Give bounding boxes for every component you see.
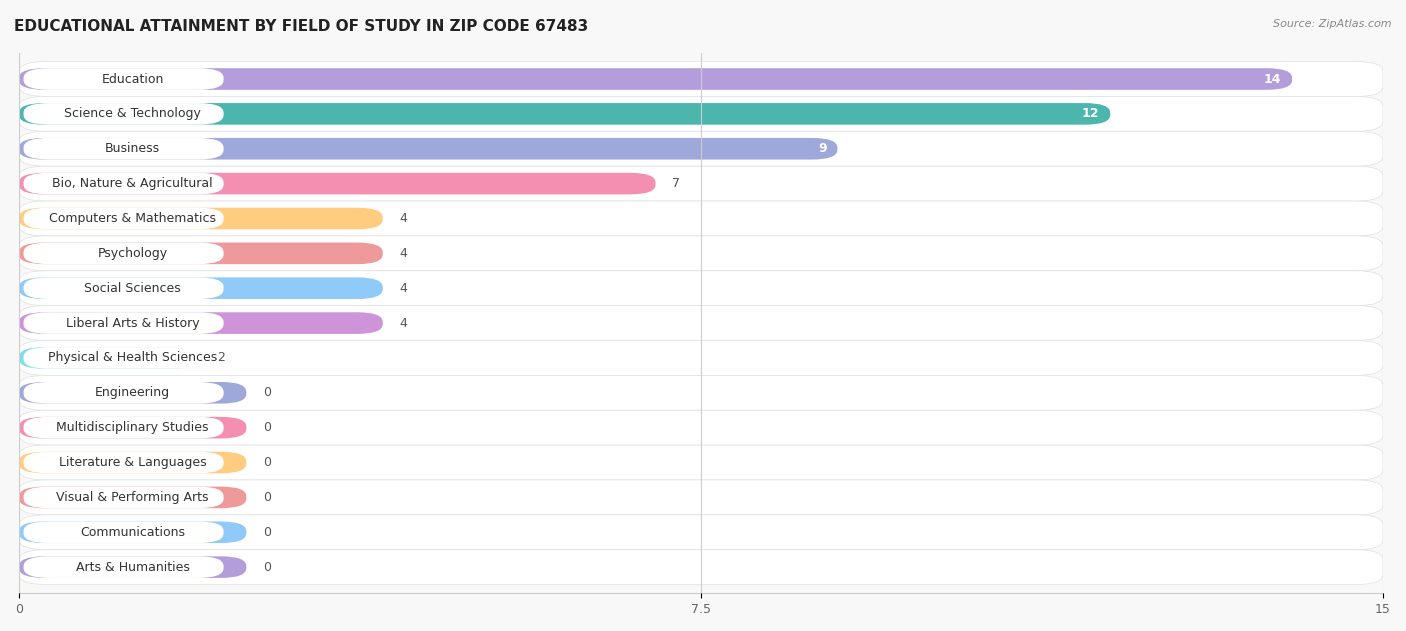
FancyBboxPatch shape [20, 305, 1384, 341]
Text: Education: Education [101, 73, 165, 86]
Text: 4: 4 [399, 247, 406, 260]
FancyBboxPatch shape [20, 515, 1384, 550]
Text: 7: 7 [672, 177, 681, 190]
Text: Science & Technology: Science & Technology [65, 107, 201, 121]
Text: 0: 0 [263, 491, 271, 504]
FancyBboxPatch shape [20, 62, 1384, 97]
FancyBboxPatch shape [20, 166, 1384, 201]
FancyBboxPatch shape [20, 410, 1384, 445]
FancyBboxPatch shape [20, 347, 201, 369]
Text: Bio, Nature & Agricultural: Bio, Nature & Agricultural [52, 177, 212, 190]
FancyBboxPatch shape [20, 68, 1292, 90]
FancyBboxPatch shape [24, 557, 224, 578]
FancyBboxPatch shape [20, 341, 1384, 375]
FancyBboxPatch shape [20, 278, 382, 299]
FancyBboxPatch shape [20, 242, 382, 264]
Text: Computers & Mathematics: Computers & Mathematics [49, 212, 217, 225]
FancyBboxPatch shape [20, 103, 1111, 125]
FancyBboxPatch shape [20, 382, 246, 404]
Text: Literature & Languages: Literature & Languages [59, 456, 207, 469]
FancyBboxPatch shape [20, 138, 838, 160]
Text: 9: 9 [818, 142, 827, 155]
FancyBboxPatch shape [24, 521, 224, 543]
Text: 4: 4 [399, 317, 406, 329]
Text: Multidisciplinary Studies: Multidisciplinary Studies [56, 421, 209, 434]
Text: Liberal Arts & History: Liberal Arts & History [66, 317, 200, 329]
FancyBboxPatch shape [20, 312, 382, 334]
FancyBboxPatch shape [24, 417, 224, 439]
FancyBboxPatch shape [24, 278, 224, 299]
FancyBboxPatch shape [20, 487, 246, 508]
FancyBboxPatch shape [24, 347, 224, 369]
Text: 14: 14 [1264, 73, 1281, 86]
Text: Engineering: Engineering [96, 386, 170, 399]
FancyBboxPatch shape [20, 271, 1384, 305]
FancyBboxPatch shape [20, 445, 1384, 480]
Text: Source: ZipAtlas.com: Source: ZipAtlas.com [1274, 19, 1392, 29]
Text: 0: 0 [263, 456, 271, 469]
Text: 0: 0 [263, 526, 271, 539]
Text: 4: 4 [399, 281, 406, 295]
FancyBboxPatch shape [20, 208, 382, 229]
Text: Physical & Health Sciences: Physical & Health Sciences [48, 351, 218, 365]
FancyBboxPatch shape [24, 242, 224, 264]
FancyBboxPatch shape [24, 487, 224, 508]
FancyBboxPatch shape [20, 97, 1384, 131]
Text: Arts & Humanities: Arts & Humanities [76, 560, 190, 574]
FancyBboxPatch shape [20, 201, 1384, 236]
FancyBboxPatch shape [20, 375, 1384, 410]
Text: 2: 2 [218, 351, 225, 365]
FancyBboxPatch shape [20, 550, 1384, 584]
FancyBboxPatch shape [24, 173, 224, 194]
Text: 12: 12 [1081, 107, 1099, 121]
Text: Business: Business [105, 142, 160, 155]
FancyBboxPatch shape [24, 103, 224, 125]
Text: Visual & Performing Arts: Visual & Performing Arts [56, 491, 209, 504]
FancyBboxPatch shape [20, 173, 655, 194]
Text: Psychology: Psychology [97, 247, 167, 260]
FancyBboxPatch shape [20, 236, 1384, 271]
FancyBboxPatch shape [24, 138, 224, 160]
Text: 4: 4 [399, 212, 406, 225]
FancyBboxPatch shape [24, 208, 224, 229]
Text: Communications: Communications [80, 526, 186, 539]
Text: 0: 0 [263, 421, 271, 434]
Text: 0: 0 [263, 386, 271, 399]
FancyBboxPatch shape [20, 131, 1384, 166]
FancyBboxPatch shape [24, 312, 224, 334]
Text: 0: 0 [263, 560, 271, 574]
FancyBboxPatch shape [20, 557, 246, 578]
FancyBboxPatch shape [24, 382, 224, 404]
FancyBboxPatch shape [20, 480, 1384, 515]
FancyBboxPatch shape [24, 68, 224, 90]
FancyBboxPatch shape [20, 417, 246, 439]
FancyBboxPatch shape [20, 452, 246, 473]
FancyBboxPatch shape [20, 521, 246, 543]
Text: Social Sciences: Social Sciences [84, 281, 181, 295]
FancyBboxPatch shape [24, 452, 224, 473]
Text: EDUCATIONAL ATTAINMENT BY FIELD OF STUDY IN ZIP CODE 67483: EDUCATIONAL ATTAINMENT BY FIELD OF STUDY… [14, 19, 588, 34]
